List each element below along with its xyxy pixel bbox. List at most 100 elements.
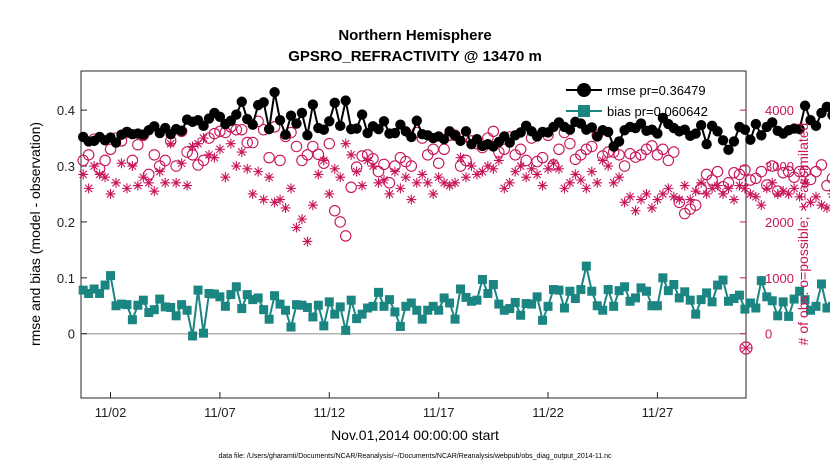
bias-point [78, 285, 88, 295]
bias-point [669, 280, 679, 290]
rmse-point [460, 126, 472, 137]
chart-subtitle: GPSRO_REFRACTIVITY @ 13470 m [288, 48, 542, 65]
bias-point [718, 275, 728, 285]
bias-point [188, 331, 198, 341]
plot-frame [80, 70, 747, 399]
assimilated-point [608, 177, 619, 188]
rmse-point [827, 110, 830, 120]
possible-point [673, 196, 686, 209]
assimilated-point [400, 172, 411, 183]
rmse-point [701, 139, 712, 150]
rmse-point [652, 128, 663, 139]
bias-point [335, 302, 345, 312]
assimilated-point [264, 172, 275, 183]
bias-series [78, 261, 830, 341]
bias-point [160, 302, 170, 312]
possible-point [323, 137, 336, 150]
bias-point [374, 287, 383, 297]
possible-point [613, 149, 625, 161]
possible-point [755, 165, 768, 178]
bias-point [559, 303, 569, 313]
bias-point [204, 288, 214, 298]
assimilated-point [143, 177, 154, 188]
possible-point [389, 160, 401, 172]
rmse-point [378, 116, 390, 127]
bias-point [713, 280, 723, 290]
bias-point [368, 301, 378, 311]
possible-point [761, 179, 773, 191]
rmse-point [739, 124, 751, 135]
possible-point [148, 149, 161, 161]
bias-point [313, 300, 323, 310]
assimilated-point [373, 177, 384, 188]
possible-point [345, 181, 357, 194]
assimilated-point [329, 163, 340, 174]
rmse-point [280, 129, 291, 140]
rmse-point [750, 118, 762, 130]
assimilated-point [253, 166, 264, 177]
bias-point [417, 314, 427, 324]
bias-point [745, 298, 755, 308]
rmse-point [110, 137, 122, 148]
bias-point [412, 305, 422, 315]
possible-point [236, 123, 248, 136]
rmse-point [373, 123, 384, 135]
bias-point [647, 301, 657, 311]
bias-point [773, 311, 783, 321]
possible-point [618, 160, 631, 172]
bias-point [401, 301, 411, 311]
assimilated-point [674, 194, 685, 205]
bias-point [324, 297, 334, 307]
rmse-point [794, 123, 805, 135]
assimilated-point [734, 180, 745, 191]
bias-point [259, 305, 269, 315]
bias-point [477, 274, 487, 284]
y-ticks: 0 0.1 0.2 0.3 0.4 [57, 103, 87, 342]
rmse-point [302, 130, 313, 141]
possible-point [350, 161, 363, 173]
bias-point [89, 284, 99, 294]
possible-point [104, 143, 117, 156]
assimilated-point [209, 152, 220, 163]
bias-point [133, 300, 143, 310]
x-tick-label: 11/17 [423, 405, 455, 420]
assimilated-point [286, 183, 296, 194]
assimilated-point [575, 175, 586, 185]
bias-point [100, 280, 110, 290]
bias-point [527, 299, 537, 309]
bias-point [510, 297, 520, 307]
assimilated-point [220, 172, 231, 183]
assimilated-point [663, 183, 674, 194]
rmse-point [258, 97, 269, 108]
bias-point [707, 297, 717, 307]
rmse-point [356, 109, 368, 120]
possible-point [695, 182, 707, 195]
bias-point [220, 301, 230, 311]
assimilated-series [78, 133, 830, 247]
assimilated-point [176, 158, 187, 169]
bias-point [281, 305, 291, 315]
x-tick-label: 11/12 [313, 405, 345, 420]
possible-point [246, 136, 259, 149]
assimilated-point [444, 180, 455, 191]
assimilated-point [439, 177, 450, 188]
possible-point [339, 230, 352, 242]
right-zero-star [740, 342, 752, 354]
possible-point [509, 149, 521, 161]
assimilated-point [247, 188, 258, 199]
legend-rmse-marker [577, 83, 591, 97]
assimilated-point [116, 158, 127, 169]
bias-point [663, 286, 673, 296]
rmse-point [307, 99, 319, 110]
assimilated-point [422, 177, 433, 188]
possible-point [318, 157, 330, 169]
possible-point [230, 123, 243, 136]
rmse-point [351, 123, 362, 134]
assimilated-point [800, 177, 811, 188]
y-tick-label: 0.3 [57, 159, 75, 174]
assimilated-point [482, 161, 493, 172]
possible-point [564, 137, 576, 150]
bias-point [302, 302, 312, 312]
assimilated-point [340, 138, 351, 149]
bias-point [264, 314, 274, 324]
